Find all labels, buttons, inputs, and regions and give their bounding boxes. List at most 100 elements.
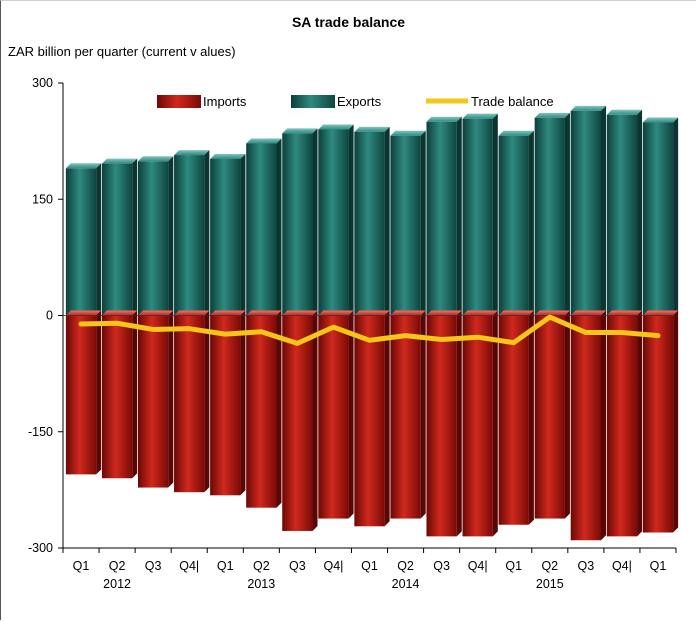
trade-balance-point xyxy=(512,341,516,345)
imports-bar-top xyxy=(426,310,462,316)
y-tick-label: 150 xyxy=(32,192,53,206)
y-tick-label: 300 xyxy=(32,76,53,90)
exports-bar-side xyxy=(637,109,643,316)
imports-bar-side xyxy=(96,310,102,475)
imports-bar xyxy=(101,315,133,479)
trade-balance-point xyxy=(151,327,155,331)
exports-bar-side xyxy=(420,130,426,316)
x-tick-label: Q4| xyxy=(323,559,343,573)
exports-bar-top xyxy=(570,105,606,111)
x-tick-label: Q3 xyxy=(145,559,162,573)
imports-bar-side xyxy=(456,310,462,537)
imports-bar-top xyxy=(354,310,390,316)
exports-bar-top xyxy=(210,153,246,159)
trade-balance-point xyxy=(331,325,335,329)
x-tick-label: Q3 xyxy=(289,559,306,573)
exports-bar-side xyxy=(276,138,282,316)
exports-bar-side xyxy=(673,117,679,316)
exports-bar xyxy=(534,117,565,316)
imports-bar-side xyxy=(673,310,679,533)
exports-bar-side xyxy=(492,113,498,316)
x-tick-label: Q4| xyxy=(179,559,199,573)
legend-label: Trade balance xyxy=(471,94,554,109)
imports-bar-top xyxy=(498,310,534,316)
x-tick-label: Q1 xyxy=(505,559,522,573)
imports-bar xyxy=(606,315,638,537)
exports-bar xyxy=(318,129,349,316)
exports-bar xyxy=(390,135,421,316)
trade-balance-point xyxy=(115,321,119,325)
imports-bar-top xyxy=(65,310,102,316)
trade-balance-point xyxy=(476,335,480,339)
imports-bar xyxy=(354,315,385,527)
exports-bar-side xyxy=(96,163,102,316)
y-tick-label: -150 xyxy=(28,425,53,439)
x-tick-label: Q3 xyxy=(578,559,595,573)
x-year-label: 2012 xyxy=(103,577,131,591)
imports-bar-top xyxy=(210,310,246,316)
exports-bar-top xyxy=(498,130,534,136)
exports-bar-top xyxy=(354,126,390,132)
x-tick-label: Q1 xyxy=(650,559,667,573)
exports-bar xyxy=(101,163,133,316)
x-tick-label: Q2 xyxy=(109,559,126,573)
imports-bar-side xyxy=(312,310,318,531)
imports-bar xyxy=(642,315,674,533)
y-tick-label: 0 xyxy=(46,309,53,323)
y-tick-label: -300 xyxy=(28,541,53,555)
x-tick-label: Q1 xyxy=(217,559,234,573)
trade-balance-point xyxy=(79,322,83,326)
imports-bar xyxy=(462,315,493,537)
imports-bar-top xyxy=(606,310,643,316)
imports-bar-side xyxy=(600,310,606,541)
exports-bar-top xyxy=(174,150,210,156)
trade-balance-layer xyxy=(78,314,661,346)
imports-bar-top xyxy=(138,310,174,316)
imports-bar-top xyxy=(570,310,606,316)
trade-balance-point xyxy=(404,334,408,338)
exports-bar-top xyxy=(390,130,426,136)
imports-bar-side xyxy=(492,310,498,537)
imports-bar xyxy=(534,315,565,519)
exports-bar xyxy=(426,121,457,316)
legend: Imports Exports Trade balance xyxy=(157,94,554,109)
imports-bar xyxy=(65,315,97,475)
x-tick-label: Q2 xyxy=(397,559,414,573)
exports-bar xyxy=(174,155,205,316)
chart-subtitle: ZAR billion per quarter (current v alues… xyxy=(8,44,236,59)
imports-legend-swatch xyxy=(157,95,201,108)
trade-balance-point xyxy=(440,338,444,342)
imports-bar-top xyxy=(642,310,679,316)
imports-bar xyxy=(570,315,601,541)
trade-balance-point xyxy=(295,341,299,345)
imports-bar xyxy=(246,315,277,508)
x-tick-label: Q3 xyxy=(433,559,450,573)
exports-bar xyxy=(354,131,385,316)
x-tick-label: Q1 xyxy=(73,559,90,573)
imports-bar-top xyxy=(174,310,210,316)
exports-bar-side xyxy=(456,116,462,316)
exports-bar-top xyxy=(534,112,570,118)
imports-bar xyxy=(282,315,313,531)
x-tick-label: Q1 xyxy=(361,559,378,573)
imports-bar-side xyxy=(348,310,354,519)
imports-bar-side xyxy=(240,310,246,496)
imports-bar-side xyxy=(168,310,174,488)
imports-bar-side xyxy=(204,310,210,493)
exports-bar-side xyxy=(204,150,210,316)
imports-bar-side xyxy=(528,310,534,525)
chart-title: SA trade balance xyxy=(291,14,406,30)
exports-bar-top xyxy=(606,109,643,115)
exports-bar xyxy=(246,143,277,316)
exports-bar xyxy=(65,168,97,316)
x-year-label: 2013 xyxy=(247,577,275,591)
trade-balance-point xyxy=(223,332,227,336)
imports-bar-side xyxy=(384,310,390,527)
imports-bar xyxy=(426,315,457,537)
imports-bar-top xyxy=(282,310,318,316)
exports-bar-top xyxy=(642,117,679,123)
imports-bar-top xyxy=(101,310,138,316)
trade-balance-point xyxy=(368,338,371,342)
